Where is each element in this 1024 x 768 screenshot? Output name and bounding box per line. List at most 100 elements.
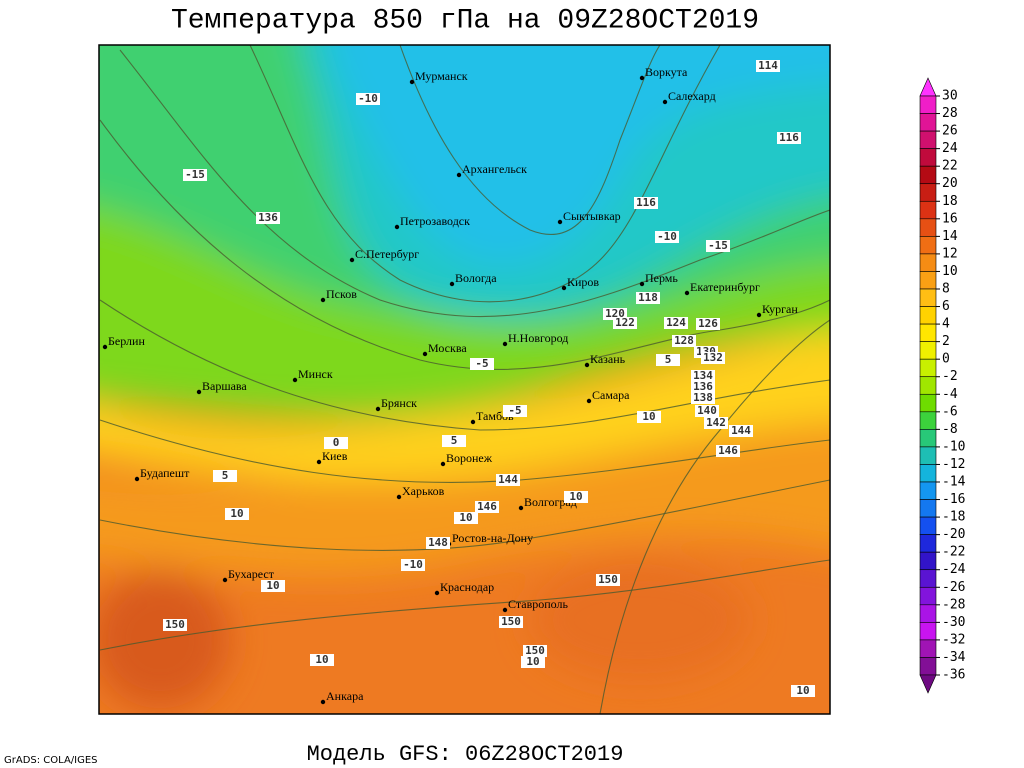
colorbar-label: 18 — [942, 194, 958, 209]
city-label: Москва — [428, 341, 467, 355]
colorbar-label: 8 — [942, 282, 950, 297]
contour-label-box — [729, 425, 753, 437]
contour-label: 116 — [779, 131, 799, 144]
city-label: Бухарест — [228, 567, 275, 581]
city-label: Киев — [322, 449, 348, 463]
colorbar-swatch — [919, 358, 937, 378]
contour-label: 124 — [666, 316, 686, 329]
city-label: Казань — [590, 352, 626, 366]
contour-label-box — [664, 317, 688, 329]
contour-label: 138 — [693, 391, 713, 404]
colorbar-label: -32 — [942, 632, 965, 647]
city-dot — [440, 461, 446, 467]
contour-label-box — [564, 491, 588, 503]
contour-label-box — [475, 501, 499, 513]
city-label: Сыктывкар — [563, 209, 621, 223]
title: Температура 850 гПа на 09Z28OCT2019 — [171, 5, 759, 36]
contour-label-box — [261, 580, 285, 592]
credit: GrADS: COLA/IGES — [4, 755, 98, 766]
colorbar-label: -30 — [942, 615, 965, 630]
colorbar-swatch — [919, 622, 937, 641]
city-dot — [639, 75, 645, 81]
contour-label: 150 — [501, 615, 521, 628]
contour-label-box — [696, 318, 720, 330]
city-label: Брянск — [381, 396, 417, 410]
city-label: С.Петербург — [355, 247, 419, 261]
city-dot — [502, 607, 508, 613]
colorbar-label: -24 — [942, 562, 966, 577]
colorbar-label: -16 — [942, 492, 965, 507]
colorbar-swatch — [919, 604, 937, 623]
colorbar-swatch — [919, 464, 937, 483]
city-dot — [434, 590, 440, 596]
contour-label: 140 — [697, 404, 717, 417]
contour-label: 10 — [796, 684, 809, 697]
city-label: Самара — [592, 388, 630, 402]
colorbar-swatch — [919, 499, 937, 518]
colorbar-label: 16 — [942, 211, 958, 226]
contour-label: 148 — [428, 536, 448, 549]
contour-label: -10 — [358, 92, 378, 105]
colorbar-swatch — [919, 236, 937, 255]
contour-label-box — [426, 537, 450, 549]
colorbar-swatch — [919, 657, 937, 676]
contour-label: 10 — [459, 511, 472, 524]
city-dot — [756, 312, 762, 318]
contour-label-box — [706, 240, 730, 252]
contour-label-box — [503, 405, 527, 417]
colorbar-label: 26 — [942, 124, 958, 139]
contour-label-box — [637, 411, 661, 423]
colorbar-label: 10 — [942, 264, 958, 279]
colorbar-label: 4 — [942, 317, 950, 332]
contour-label: 136 — [693, 380, 713, 393]
colorbar-swatch — [919, 551, 937, 571]
colorbar-swatch — [919, 376, 937, 395]
city-dot — [584, 362, 590, 368]
city-dot — [684, 290, 690, 296]
colorbar-label: -28 — [942, 597, 965, 612]
contour-label: 142 — [706, 416, 726, 429]
colorbar-label: 6 — [942, 299, 950, 314]
colorbar-swatch — [919, 183, 937, 202]
colorbar-swatch — [919, 481, 937, 500]
contour-label-box — [442, 435, 466, 447]
contour-label: 118 — [638, 291, 658, 304]
contour-label-box — [596, 574, 620, 586]
contour-label: 0 — [333, 436, 340, 449]
city-label: Анкара — [326, 689, 364, 703]
contour-label: 122 — [615, 316, 635, 329]
contour-label: 116 — [636, 196, 656, 209]
contour-label: 10 — [315, 653, 328, 666]
contour-label-box — [691, 392, 715, 404]
city-label: Киров — [567, 275, 599, 289]
contour-label: 5 — [222, 469, 229, 482]
colorbar-label: -34 — [942, 650, 966, 665]
colorbar-label: -2 — [942, 369, 958, 384]
city-dot — [134, 476, 140, 482]
city-dot — [196, 389, 202, 395]
colorbar-label: 24 — [942, 141, 958, 156]
city-label: Петрозаводск — [400, 214, 470, 228]
contour-label-box — [213, 470, 237, 482]
contour-label: -10 — [403, 558, 423, 571]
contour-label: -15 — [185, 168, 205, 181]
contour-label-box — [356, 93, 380, 105]
city-label: Будапешт — [140, 466, 190, 480]
city-label: Екатеринбург — [690, 280, 760, 294]
contour-label: 146 — [718, 444, 738, 457]
colorbar-swatch — [919, 95, 937, 114]
city-label: Минск — [298, 367, 333, 381]
city-label: Салехард — [668, 89, 716, 103]
city-dot — [320, 699, 326, 705]
city-label: Пермь — [645, 271, 678, 285]
contour-label-box — [634, 197, 658, 209]
contour-label: 5 — [451, 434, 458, 447]
contour-label: -10 — [657, 230, 677, 243]
contour-label-box — [163, 619, 187, 631]
city-label: Харьков — [402, 484, 445, 498]
colorbar-label: -10 — [942, 439, 965, 454]
city-dot — [394, 224, 400, 230]
contour-label: 136 — [258, 211, 278, 224]
colorbar-end — [919, 77, 937, 97]
